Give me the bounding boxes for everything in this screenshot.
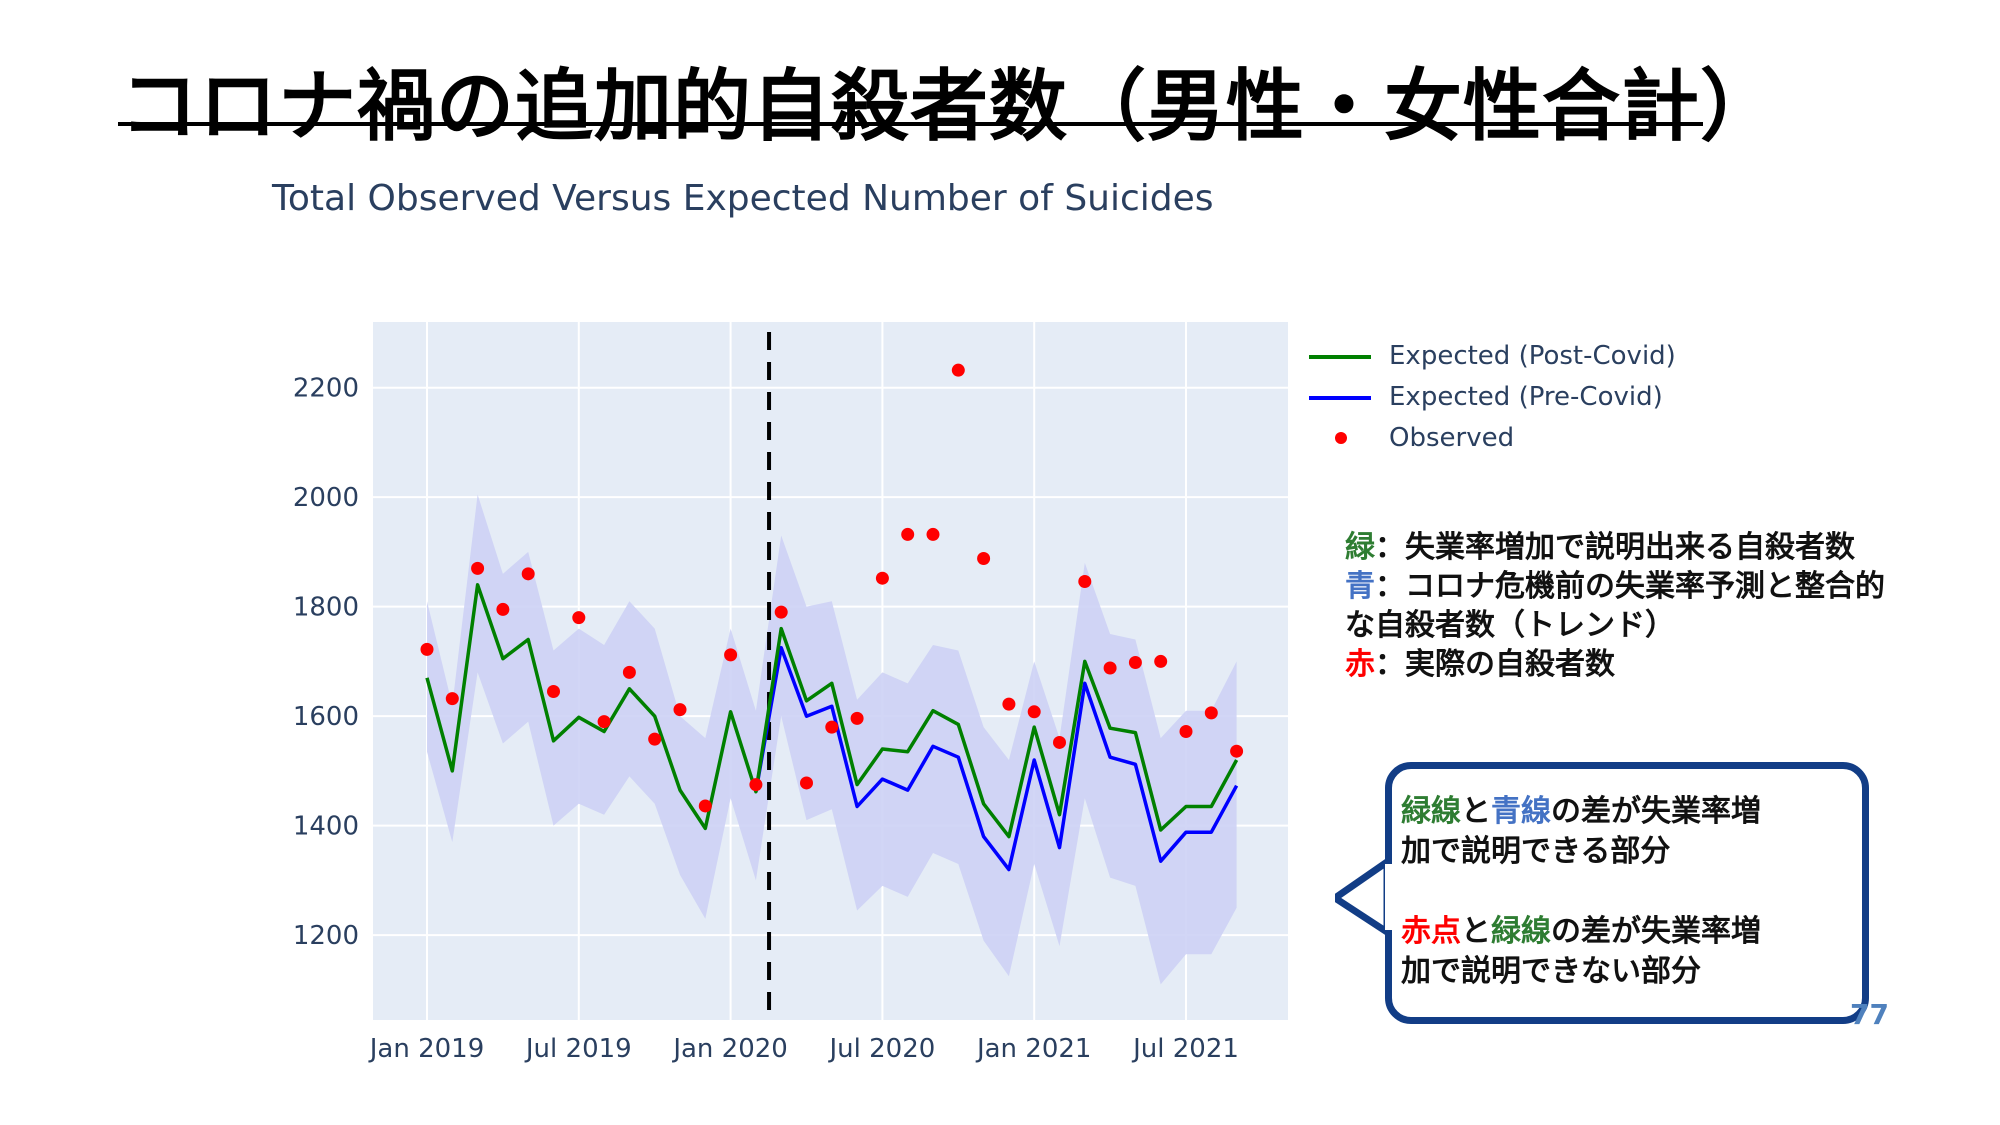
observed-point (1027, 705, 1041, 719)
callout-line: 赤点と緑線の差が失業率増 (1401, 912, 1761, 952)
x-tick-label: Jul 2021 (1131, 1034, 1239, 1064)
observed-point (1002, 697, 1016, 711)
note-red-key: 赤 (1345, 647, 1375, 682)
legend-swatch-blue (1305, 382, 1375, 412)
callout-line: 加で説明できる部分 (1401, 834, 1671, 869)
legend-label: Expected (Post-Covid) (1389, 340, 1676, 371)
x-tick-label: Jul 2019 (524, 1034, 632, 1064)
x-tick-label: Jul 2020 (827, 1034, 935, 1064)
note-red: 赤：実際の自殺者数 (1345, 645, 1885, 684)
y-tick-label: 1200 (293, 921, 359, 951)
speech-callout: 緑線と青線の差が失業率増 加で説明できる部分 赤点と緑線の差が失業率増 加で説明… (1335, 760, 1880, 1030)
observed-point (597, 715, 611, 729)
legend-item-observed[interactable]: Observed (1305, 417, 1676, 458)
observed-point (774, 605, 788, 619)
y-tick-label: 1400 (293, 812, 359, 842)
observed-point (875, 571, 889, 585)
legend-label: Expected (Pre-Covid) (1389, 381, 1663, 412)
note-blue-text: ：コロナ危機前の失業率予測と整合的 (1375, 569, 1885, 604)
x-tick-label: Jan 2021 (975, 1034, 1092, 1064)
title-underline (118, 122, 1703, 126)
legend-swatch-green (1305, 341, 1375, 371)
observed-point (926, 527, 940, 541)
observed-point (1078, 574, 1092, 588)
observed-point (648, 732, 662, 746)
confidence-band (427, 494, 1237, 985)
x-tick-label: Jan 2019 (368, 1034, 485, 1064)
color-key-notes: 緑：失業率増加で説明出来る自殺者数 青：コロナ危機前の失業率予測と整合的 な自殺… (1345, 528, 1885, 684)
y-tick-label: 2000 (293, 483, 359, 513)
callout-blue-word: 青線 (1491, 794, 1551, 829)
observed-point (698, 799, 712, 813)
observed-point (1053, 735, 1066, 749)
observed-point (420, 642, 434, 656)
callout-line: 加で説明できない部分 (1401, 954, 1701, 989)
callout-word: の差が失業率増 (1551, 914, 1761, 949)
callout-green-word: 緑線 (1401, 794, 1461, 829)
series-line-post-covid (425, 583, 1239, 839)
observed-point (445, 692, 459, 706)
note-green-text: ：失業率増加で説明出来る自殺者数 (1375, 530, 1855, 565)
observed-point (673, 703, 687, 717)
note-blue-key: 青 (1345, 569, 1375, 604)
note-blue: 青：コロナ危機前の失業率予測と整合的 (1345, 567, 1885, 606)
legend-item-pre-covid[interactable]: Expected (Pre-Covid) (1305, 376, 1676, 417)
callout-text: 緑線と青線の差が失業率増 加で説明できる部分 赤点と緑線の差が失業率増 加で説明… (1401, 792, 1761, 992)
observed-point (547, 685, 560, 699)
observed-point (572, 611, 586, 625)
observed-point (901, 527, 915, 541)
note-green-key: 緑 (1345, 530, 1375, 565)
page-number: 77 (1850, 998, 1889, 1031)
observed-point (471, 561, 485, 575)
observed-point (521, 567, 535, 581)
observed-point (951, 363, 965, 377)
y-tick-label: 1800 (293, 593, 359, 623)
observed-point (1128, 656, 1142, 670)
slide-title: コロナ禍の追加的自殺者数（男性・女性合計） (120, 62, 1780, 152)
observed-point (977, 551, 991, 565)
callout-word: の差が失業率増 (1551, 794, 1761, 829)
note-blue-cont: な自殺者数（トレンド） (1345, 608, 1675, 643)
note-green: 緑：失業率増加で説明出来る自殺者数 (1345, 528, 1885, 567)
observed-point (749, 778, 763, 792)
callout-word: と (1461, 794, 1491, 829)
y-tick-label: 2200 (293, 374, 359, 404)
note-red-text: ：実際の自殺者数 (1375, 647, 1615, 682)
callout-red-word: 赤点 (1401, 914, 1461, 949)
legend-swatch-red (1305, 423, 1375, 453)
chart-title: Total Observed Versus Expected Number of… (272, 178, 1214, 219)
observed-point (496, 602, 510, 616)
callout-box (1385, 762, 1869, 1024)
observed-point (1204, 706, 1218, 720)
observed-point (1103, 661, 1117, 675)
observed-point (825, 720, 839, 734)
observed-point (1230, 744, 1244, 758)
y-tick-label: 1600 (293, 702, 359, 732)
callout-line: 緑線と青線の差が失業率増 (1401, 792, 1761, 832)
observed-point (1179, 724, 1193, 738)
legend-item-post-covid[interactable]: Expected (Post-Covid) (1305, 335, 1676, 376)
legend-label: Observed (1389, 422, 1515, 453)
observed-point (724, 648, 738, 662)
observed-point (850, 711, 864, 725)
chart-legend[interactable]: Expected (Post-Covid) Expected (Pre-Covi… (1305, 335, 1676, 458)
callout-word: と (1461, 914, 1491, 949)
observed-point (1154, 654, 1168, 668)
observed-point (800, 776, 813, 790)
callout-green-word: 緑線 (1491, 914, 1551, 949)
observed-point (622, 665, 636, 679)
x-tick-label: Jan 2020 (671, 1034, 788, 1064)
